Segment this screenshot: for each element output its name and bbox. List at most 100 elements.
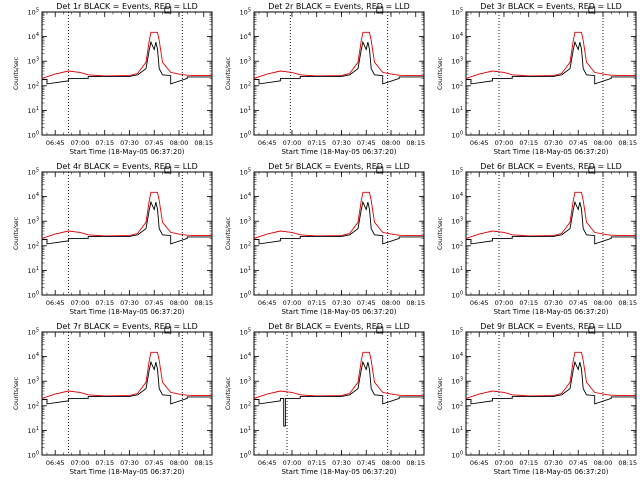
y-tick-label: 104	[240, 32, 251, 41]
y-axis-label: Counts/sec	[225, 57, 232, 90]
x-tick-label: 08:15	[618, 459, 637, 467]
x-tick-label: 07:00	[495, 299, 514, 307]
y-tick-label: 103	[452, 217, 463, 226]
events-series-line	[466, 200, 636, 245]
x-tick-label: 07:15	[307, 299, 326, 307]
y-tick-label: 105	[452, 168, 463, 177]
x-axis-label: Start Time (18-May-05 06:37:20)	[281, 308, 396, 316]
panel-1: Det 1r BLACK = Events, RED = LLD 100 101 10…	[13, 2, 213, 156]
x-axis-label: Start Time (18-May-05 06:37:20)	[493, 468, 608, 476]
x-tick-label: 06:45	[470, 459, 489, 467]
plot-frame	[465, 331, 637, 456]
x-axis-label: Start Time (18-May-05 06:37:20)	[69, 468, 184, 476]
panel-title: Det 9r BLACK = Events, RED = LLD	[480, 322, 622, 331]
y-tick-label: 105	[240, 328, 251, 337]
plot-frame	[41, 331, 213, 456]
panel-title: Det 7r BLACK = Events, RED = LLD	[56, 322, 198, 331]
y-axis-label: Counts/sec	[13, 217, 20, 250]
x-tick-label: 07:00	[71, 139, 90, 147]
legend-square-icon	[376, 166, 384, 174]
x-tick-label: 07:30	[120, 139, 139, 147]
lld-series-line	[253, 31, 424, 79]
panel-title: Det 3r BLACK = Events, RED = LLD	[480, 2, 622, 11]
x-tick-label: 08:15	[618, 299, 637, 307]
panel-title: Det 8r BLACK = Events, RED = LLD	[268, 322, 410, 331]
x-tick-label: 06:45	[258, 139, 277, 147]
y-tick-label: 105	[452, 8, 463, 17]
y-tick-label: 102	[452, 241, 463, 250]
x-tick-label: 07:15	[95, 139, 114, 147]
lld-series-line	[465, 31, 636, 79]
events-series-line	[254, 40, 424, 85]
y-tick-label: 101	[240, 426, 251, 435]
x-tick-label: 07:30	[332, 299, 351, 307]
legend-square-icon	[376, 326, 384, 334]
y-tick-label: 105	[28, 328, 39, 337]
y-tick-label: 104	[28, 192, 39, 201]
x-tick-label: 06:45	[258, 459, 277, 467]
panel-title: Det 5r BLACK = Events, RED = LLD	[268, 162, 410, 171]
x-tick-label: 07:30	[544, 299, 563, 307]
x-tick-label: 07:00	[283, 139, 302, 147]
y-tick-label: 101	[240, 106, 251, 115]
y-axis-label: Counts/sec	[225, 377, 232, 410]
y-tick-label: 103	[452, 57, 463, 66]
panel-2: Det 2r BLACK = Events, RED = LLD 100 101 10…	[225, 2, 425, 156]
x-tick-label: 07:15	[95, 299, 114, 307]
x-tick-label: 08:15	[618, 139, 637, 147]
y-tick-label: 103	[28, 217, 39, 226]
x-tick-label: 07:45	[569, 139, 588, 147]
legend-square-icon	[588, 326, 596, 334]
panel-title: Det 1r BLACK = Events, RED = LLD	[56, 2, 198, 11]
y-tick-label: 105	[28, 168, 39, 177]
panel-title: Det 4r BLACK = Events, RED = LLD	[56, 162, 198, 171]
y-axis-label: Counts/sec	[13, 377, 20, 410]
y-tick-label: 100	[28, 291, 39, 300]
panel-4: Det 4r BLACK = Events, RED = LLD 100 101 10…	[13, 162, 213, 316]
x-tick-label: 07:45	[145, 459, 164, 467]
x-tick-label: 08:00	[170, 459, 189, 467]
y-tick-label: 102	[452, 81, 463, 90]
plot-frame	[253, 331, 425, 456]
x-tick-label: 07:15	[95, 459, 114, 467]
x-tick-label: 08:00	[382, 139, 401, 147]
y-tick-label: 102	[240, 241, 251, 250]
y-tick-label: 103	[240, 217, 251, 226]
y-tick-label: 102	[240, 401, 251, 410]
y-tick-label: 103	[28, 57, 39, 66]
x-tick-label: 07:00	[495, 459, 514, 467]
x-tick-label: 06:45	[470, 139, 489, 147]
x-tick-label: 07:45	[569, 459, 588, 467]
x-axis-label: Start Time (18-May-05 06:37:20)	[493, 148, 608, 156]
y-tick-label: 102	[28, 241, 39, 250]
y-tick-label: 100	[240, 451, 251, 460]
y-tick-label: 104	[452, 192, 463, 201]
y-tick-label: 101	[28, 266, 39, 275]
x-axis-label: Start Time (18-May-05 06:37:20)	[493, 308, 608, 316]
plot-frame	[465, 11, 637, 136]
y-tick-label: 103	[240, 57, 251, 66]
x-tick-label: 07:15	[519, 139, 538, 147]
x-tick-label: 08:00	[170, 139, 189, 147]
y-tick-label: 104	[28, 32, 39, 41]
lld-series-line	[41, 191, 212, 239]
x-tick-label: 07:15	[307, 139, 326, 147]
x-axis-label: Start Time (18-May-05 06:37:20)	[281, 468, 396, 476]
lld-series-line	[253, 351, 424, 399]
y-tick-label: 101	[452, 266, 463, 275]
y-tick-label: 101	[452, 106, 463, 115]
y-axis-label: Counts/sec	[437, 377, 444, 410]
x-tick-label: 07:00	[283, 459, 302, 467]
events-series-line	[42, 360, 212, 405]
events-series-line	[42, 200, 212, 245]
y-axis-label: Counts/sec	[225, 217, 232, 250]
x-tick-label: 08:00	[594, 459, 613, 467]
y-tick-label: 101	[240, 266, 251, 275]
x-tick-label: 08:00	[170, 299, 189, 307]
y-tick-label: 105	[240, 168, 251, 177]
x-tick-label: 07:45	[357, 459, 376, 467]
events-series-line	[466, 360, 636, 405]
panel-5: Det 5r BLACK = Events, RED = LLD 100 101 10…	[225, 162, 425, 316]
y-tick-label: 100	[28, 131, 39, 140]
panel-3: Det 3r BLACK = Events, RED = LLD 100 101 10…	[437, 2, 637, 156]
